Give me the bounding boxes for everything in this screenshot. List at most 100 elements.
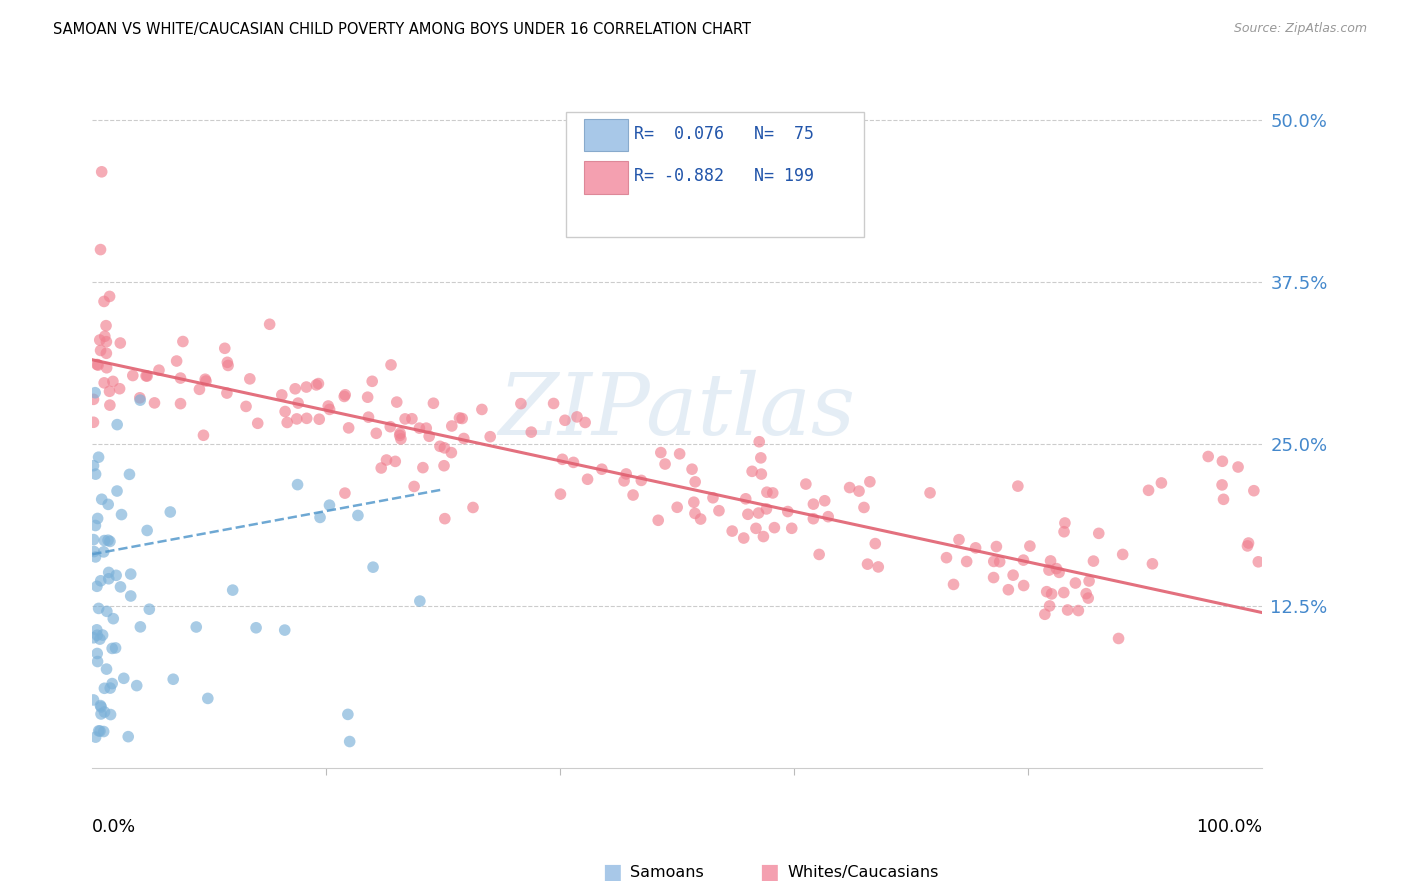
Point	[172, 334, 194, 349]
Point	[1211, 478, 1233, 492]
Point	[868, 560, 890, 574]
Text: ■: ■	[759, 863, 779, 882]
Point	[956, 554, 979, 568]
Point	[284, 382, 307, 396]
FancyBboxPatch shape	[567, 112, 865, 237]
Point	[125, 679, 148, 693]
Point	[983, 554, 1005, 568]
Point	[110, 508, 132, 522]
Point	[217, 359, 239, 373]
Point	[780, 521, 803, 535]
Point	[169, 397, 191, 411]
Point	[776, 504, 799, 518]
Point	[136, 369, 159, 384]
Point	[121, 368, 143, 383]
Point	[983, 570, 1005, 584]
Point	[1053, 585, 1076, 599]
Point	[89, 632, 111, 647]
Point	[1018, 539, 1040, 553]
Point	[83, 631, 105, 645]
Point	[1053, 524, 1076, 539]
Point	[1077, 591, 1099, 606]
Point	[89, 333, 111, 347]
Point	[461, 500, 484, 515]
Point	[110, 336, 132, 351]
Point	[86, 628, 108, 642]
Point	[91, 628, 114, 642]
Point	[84, 549, 107, 564]
Text: 100.0%: 100.0%	[1197, 818, 1263, 836]
Point	[98, 534, 121, 549]
Point	[683, 507, 706, 521]
Point	[948, 533, 970, 547]
Point	[333, 389, 356, 403]
Point	[1056, 603, 1078, 617]
Text: ZIPatlas: ZIPatlas	[499, 370, 856, 453]
Point	[246, 417, 269, 431]
Point	[96, 334, 118, 349]
Point	[169, 371, 191, 385]
Point	[803, 497, 825, 511]
Point	[87, 723, 110, 738]
Text: ■: ■	[602, 863, 621, 882]
Point	[86, 655, 108, 669]
Point	[683, 475, 706, 489]
Text: Whites/Caucasians: Whites/Caucasians	[787, 865, 939, 880]
Point	[433, 441, 456, 455]
Point	[84, 467, 107, 482]
Point	[90, 343, 112, 358]
Point	[96, 604, 118, 618]
Point	[654, 457, 676, 471]
Point	[1211, 454, 1233, 468]
Point	[762, 486, 785, 500]
Point	[576, 472, 599, 486]
Point	[1243, 483, 1265, 498]
Point	[101, 676, 124, 690]
Point	[276, 416, 298, 430]
Point	[763, 521, 786, 535]
Text: Source: ZipAtlas.com: Source: ZipAtlas.com	[1233, 22, 1367, 36]
Point	[120, 567, 142, 582]
Point	[138, 602, 160, 616]
Point	[336, 707, 359, 722]
Point	[650, 445, 672, 459]
Point	[333, 486, 356, 500]
Point	[86, 358, 108, 372]
Point	[361, 374, 384, 388]
Point	[93, 533, 115, 548]
Point	[87, 450, 110, 465]
Point	[1236, 539, 1258, 553]
Point	[101, 375, 124, 389]
Point	[1150, 475, 1173, 490]
Point	[93, 705, 115, 719]
Point	[86, 647, 108, 661]
Point	[89, 243, 111, 257]
Point	[574, 416, 596, 430]
Point	[838, 481, 860, 495]
Point	[93, 681, 115, 696]
Point	[1108, 632, 1130, 646]
Point	[409, 594, 432, 608]
Point	[1040, 587, 1063, 601]
Point	[86, 579, 108, 593]
Point	[110, 580, 132, 594]
Point	[1076, 587, 1098, 601]
Point	[965, 541, 987, 555]
Point	[554, 413, 576, 427]
Point	[305, 378, 328, 392]
Point	[408, 421, 430, 435]
Point	[217, 355, 239, 369]
Point	[148, 363, 170, 377]
Point	[105, 483, 128, 498]
Point	[136, 524, 159, 538]
Point	[105, 568, 128, 582]
Point	[1012, 578, 1035, 592]
Point	[90, 492, 112, 507]
Point	[543, 396, 565, 410]
Point	[366, 426, 388, 441]
Point	[681, 462, 703, 476]
Point	[918, 486, 941, 500]
Point	[745, 521, 768, 535]
Point	[380, 358, 402, 372]
Point	[97, 533, 120, 548]
